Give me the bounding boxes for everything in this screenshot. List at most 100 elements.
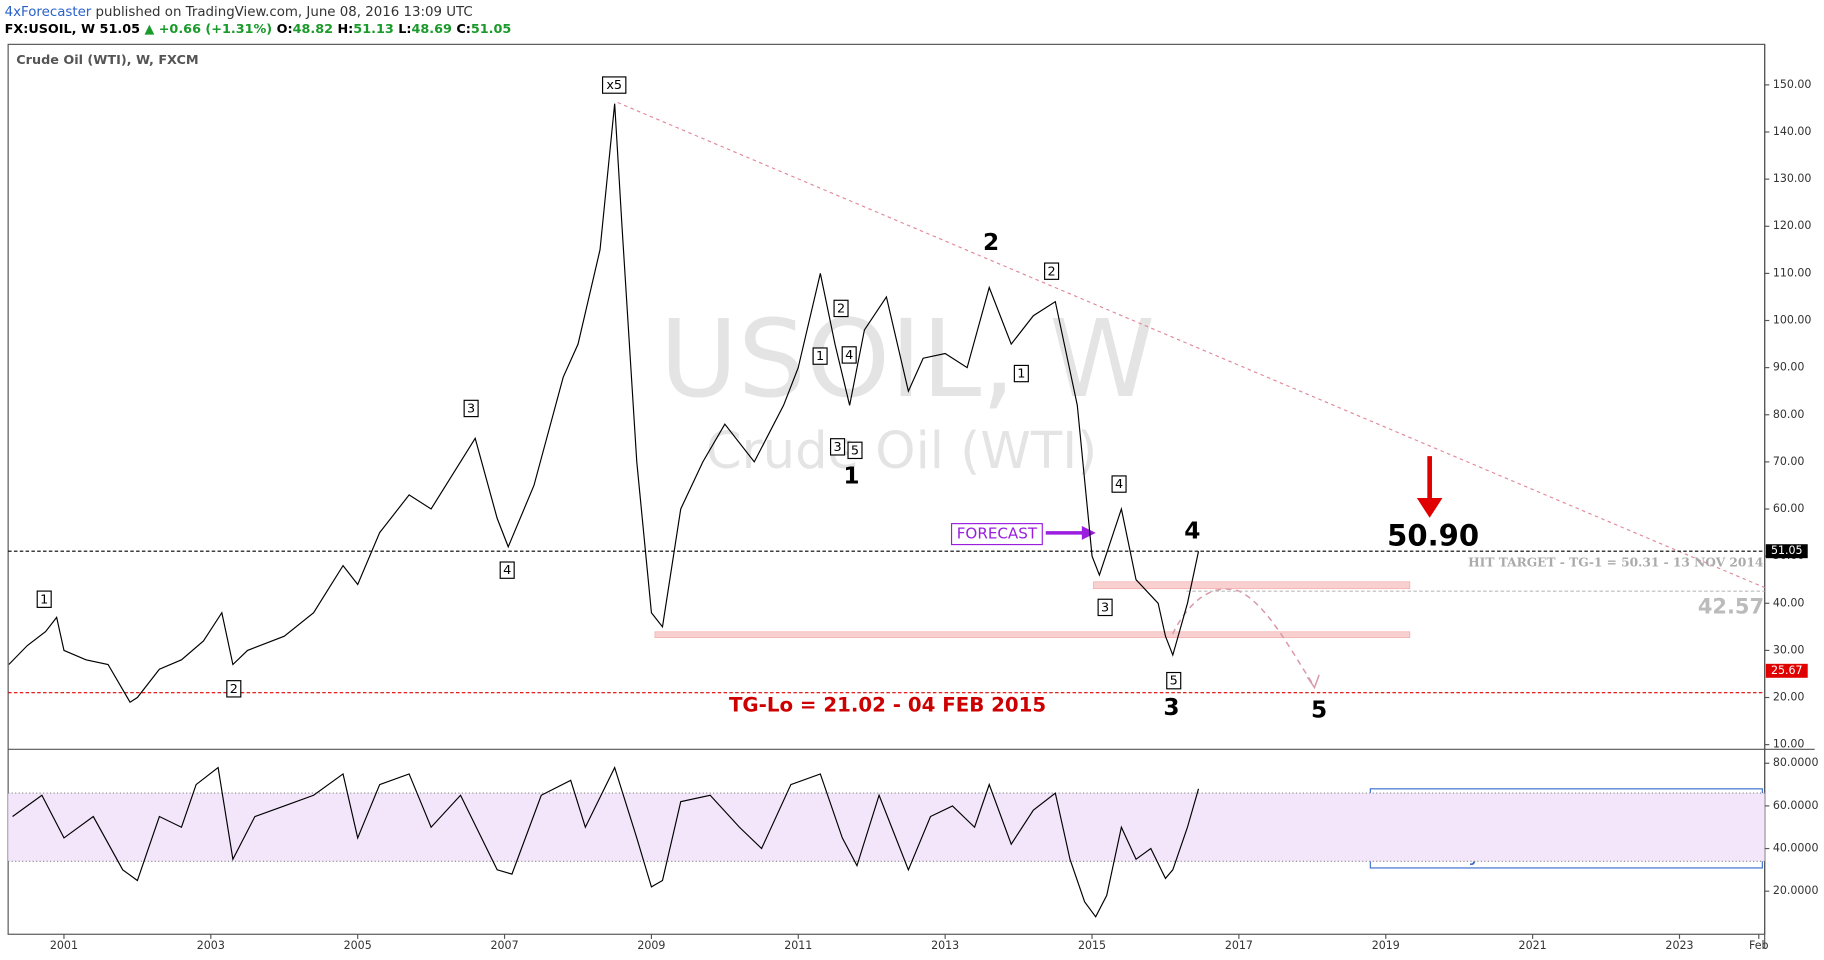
support-zone [654,631,1411,638]
x-tick-label: 2003 [197,939,225,952]
wave-label: 4 [1184,517,1200,544]
wave-box-label: 2 [230,682,238,697]
down-arrowhead [1416,498,1443,518]
wave-label: 1 [843,463,859,490]
note: FORECAST [957,525,1038,543]
y-tick-label: 40.0000 [1773,842,1819,855]
note-box [950,523,1043,546]
header: 4xForecaster published on TradingView.co… [5,5,512,37]
ohlc-key: O: [277,22,293,37]
wave-box [1097,598,1113,617]
y-tick-label: 60.00 [1773,502,1805,515]
x-tick-label: 2009 [637,939,665,952]
y-tick-label: 140.00 [1773,125,1812,138]
published: published on TradingView.com, June 08, 2… [96,5,473,20]
y-tick-label: 40.00 [1773,596,1805,609]
price-tag-label: 51.05 [1771,544,1803,557]
ohlc-value: 51.13 [353,22,393,37]
last-price: 51.05 [100,22,140,37]
x-tick-label: 2001 [50,939,78,952]
wave-label: 3 [1163,694,1179,721]
chart-title: Crude Oil (WTI), W, FXCM [16,53,198,68]
wave-box-label: 5 [1170,674,1178,689]
trend-line [617,101,1765,589]
y-tick-label: 120.00 [1773,219,1812,232]
ohlc-key: C: [456,22,471,37]
wave-box [226,680,242,698]
x-tick-label: 2013 [931,939,959,952]
wave-box-label: 2 [1048,264,1056,279]
price-tag-label: 25.67 [1771,664,1803,677]
y-tick-label: 90.00 [1773,361,1805,374]
wave-box-label: x5 [606,78,622,93]
y-tick-label: 100.00 [1773,314,1812,327]
symbol-line: FX:USOIL, W 51.05 ▲ +0.66 (+1.31%) O:48.… [5,22,512,37]
ohlc-value: 51.05 [471,22,511,37]
wave-label: 2 [983,229,999,256]
note: 42.57 [1698,594,1764,618]
wave-box [1166,671,1182,690]
x-tick-label: Feb [1749,939,1769,952]
header-line: 4xForecaster published on TradingView.co… [5,5,473,20]
ohlc-value: 48.69 [411,22,452,37]
wave-box-label: 3 [1101,600,1109,615]
x-tick-label: 2011 [784,939,812,952]
x-tick-label: 2023 [1665,939,1693,952]
wave-label: 5 [1311,696,1327,723]
forecast-arrowhead [1081,525,1096,540]
wave-box [463,399,479,418]
wave-box [833,299,849,318]
y-tick-label: 80.00 [1773,408,1805,421]
symbol: FX:USOIL, W [5,22,95,37]
wave-box [36,590,52,608]
y-tick-label: 110.00 [1773,266,1812,279]
note: TG-Lo = 21.02 - 04 FEB 2015 [729,694,1046,717]
wave-box [812,347,828,365]
resistance-zone [1093,581,1411,590]
x-tick-label: 2021 [1519,939,1547,952]
wave-box-label: 4 [503,563,511,578]
y-tick-label: 60.0000 [1773,799,1819,812]
wave-box-label: 3 [833,440,841,455]
note: 50.90 [1387,519,1479,553]
y-tick-label: 20.0000 [1773,884,1819,897]
wave-box [499,561,515,579]
wave-box-label: 1 [1017,367,1025,382]
x-tick-label: 2017 [1225,939,1253,952]
y-tick-label: 150.00 [1773,78,1812,91]
y-tick-label: 10.00 [1773,738,1805,751]
y-tick-label: 20.00 [1773,691,1805,704]
rsi-band [8,793,1765,862]
wave-box-label: 2 [837,302,845,317]
author: 4xForecaster [5,5,92,20]
wave-box [829,438,846,456]
price-tag [1765,663,1808,678]
x-tick-label: 2005 [344,939,372,952]
change: ▲ +0.66 (+1.31%) [144,22,272,37]
x-tick-label: 2007 [490,939,518,952]
ohlc-key: L: [398,22,411,37]
wave-box-label: 5 [851,443,859,458]
wave-box [601,76,627,94]
wave-box-label: 4 [845,348,853,363]
y-tick-label: 70.00 [1773,455,1805,468]
ohlc-value: 48.82 [293,22,333,37]
x-tick-label: 2015 [1078,939,1106,952]
forecast-arrowhead [1306,674,1320,690]
price-tag [1765,544,1808,559]
note: HIT TARGET - TG-1 = 50.31 - 13 NOV 2014 [1468,556,1763,570]
wave-box-label: 1 [40,592,48,607]
wave-box [1044,262,1060,280]
watermark-subtitle: Crude Oil (WTI) [706,421,1097,481]
wave-box-label: 1 [816,349,824,364]
wave-box [1013,364,1029,383]
y-tick-label: 30.00 [1773,643,1805,656]
y-tick-label: 130.00 [1773,172,1812,185]
series-line [12,765,1200,918]
x-tick-label: 2019 [1372,939,1400,952]
wave-box-label: 4 [1115,477,1123,492]
wave-box [847,441,863,460]
series-line [8,103,1200,703]
